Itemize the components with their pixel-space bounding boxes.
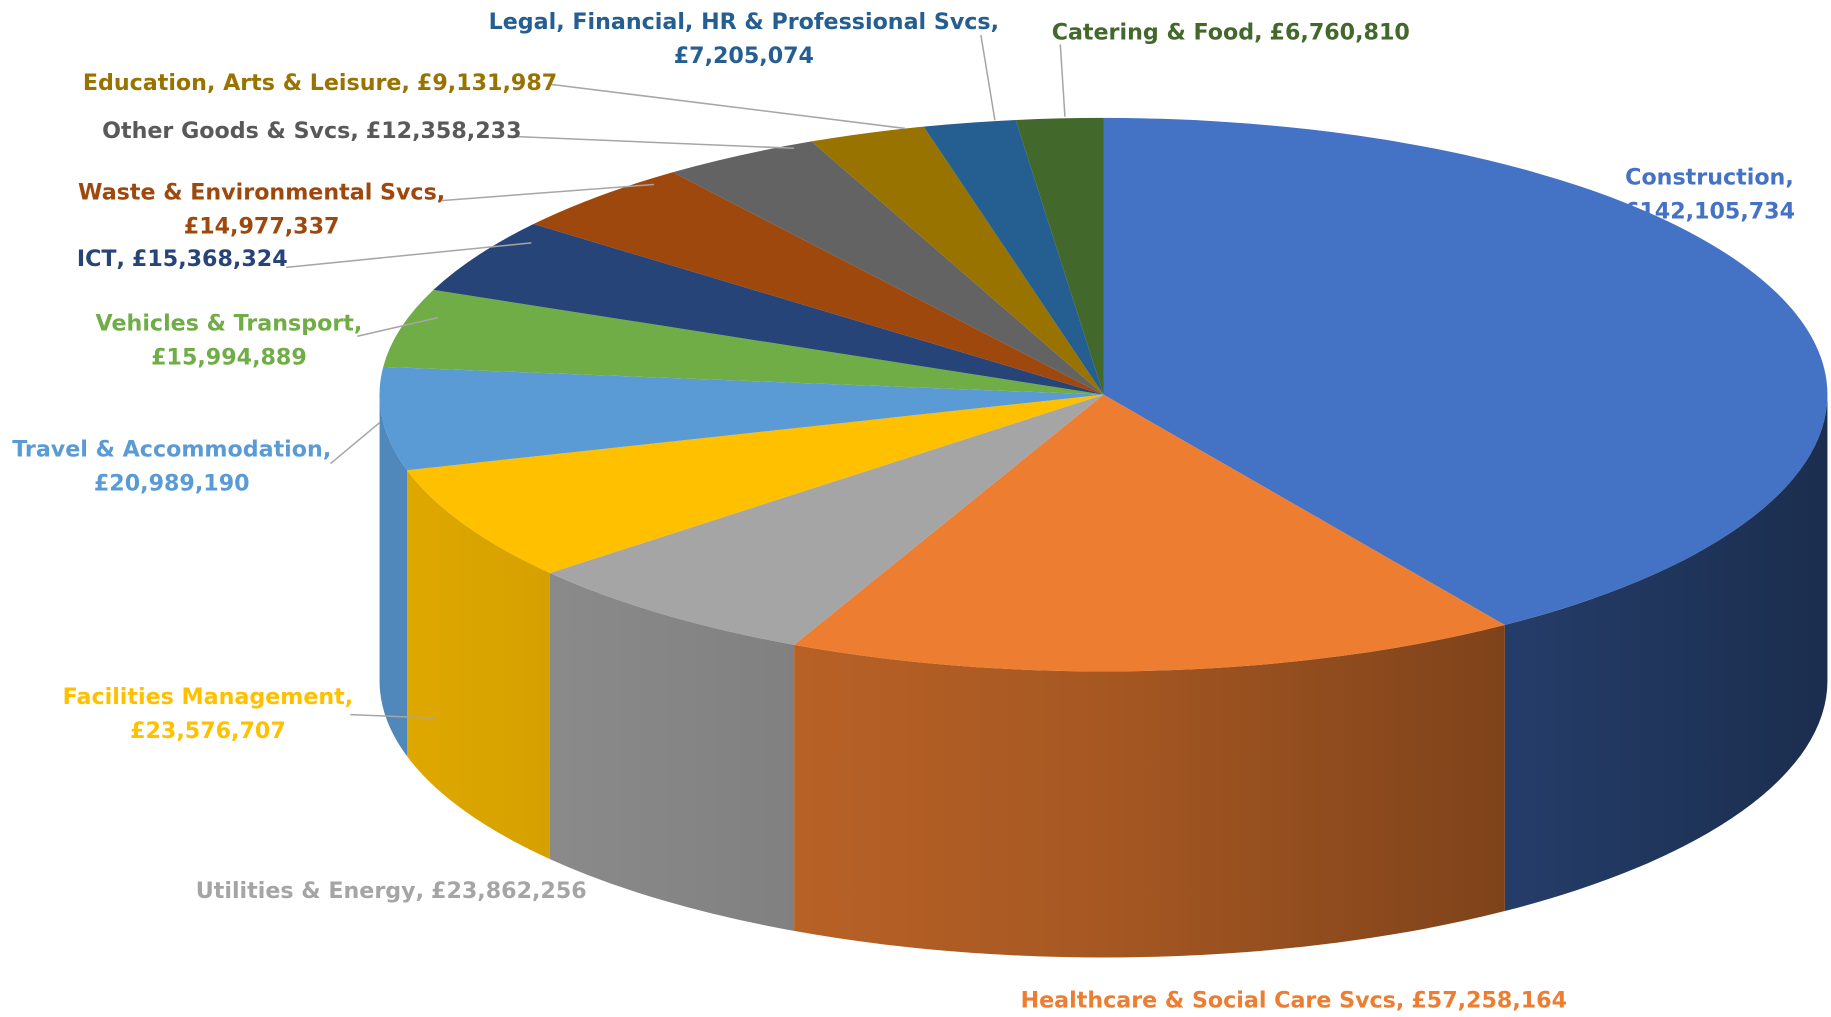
value-label: £23,862,256 [431, 877, 587, 903]
separator: , [116, 246, 124, 272]
data-label: Healthcare & Social Care Svcs, £57,258,16… [1021, 987, 1567, 1013]
leader-line [437, 183, 655, 202]
separator: , [1396, 987, 1404, 1013]
category-label: ICT [77, 246, 117, 272]
value-label: £57,258,164 [1411, 987, 1567, 1013]
slice [379, 366, 1104, 471]
slice [1015, 117, 1104, 395]
slice [533, 172, 1104, 395]
category-label: Facilities Management [63, 684, 346, 710]
slice [794, 394, 1505, 672]
separator: , [416, 877, 424, 903]
side-shade [407, 470, 550, 860]
separator: , [354, 310, 362, 336]
value-label: £6,760,810 [1270, 19, 1410, 45]
value-label: £15,994,889 [151, 344, 307, 370]
data-label: Waste & Environmental Svcs, £14,977,337 [78, 179, 445, 239]
leader-line [980, 34, 996, 121]
separator: , [1785, 164, 1793, 190]
category-label: Education, Arts & Leisure [83, 69, 402, 95]
slice [407, 394, 1104, 573]
leader-line [548, 83, 906, 130]
data-label: Travel & Accommodation, £20,989,190 [12, 436, 331, 496]
slice [549, 394, 1104, 645]
slice [923, 119, 1104, 395]
leader-line [357, 316, 439, 338]
data-label: Construction, £142,105,734 [1624, 164, 1795, 224]
category-label: Other Goods & Svcs [102, 117, 350, 143]
leader-line [286, 242, 532, 269]
data-label: Utilities & Energy, £23,862,256 [196, 877, 587, 903]
value-label: £12,358,233 [366, 117, 522, 143]
value-label: £142,105,734 [1624, 198, 1795, 224]
slice [1103, 117, 1828, 625]
slice [433, 224, 1104, 395]
category-label: Utilities & Energy [196, 877, 416, 903]
category-label: Travel & Accommodation [12, 436, 323, 462]
value-label: £9,131,987 [417, 69, 557, 95]
category-label: Healthcare & Social Care Svcs [1021, 987, 1396, 1013]
category-label: Vehicles & Transport [96, 310, 355, 336]
slice [383, 289, 1104, 395]
data-label: Other Goods & Svcs, £12,358,233 [102, 117, 521, 143]
data-label: Vehicles & Transport, £15,994,889 [96, 310, 363, 370]
data-label: Education, Arts & Leisure, £9,131,987 [83, 69, 557, 95]
separator: , [1254, 19, 1262, 45]
leader-line [1059, 44, 1066, 117]
data-label: Facilities Management, £23,576,707 [63, 684, 354, 744]
side-shade [379, 394, 408, 757]
value-label: £20,989,190 [94, 470, 250, 496]
category-label: Waste & Environmental Svcs [78, 179, 437, 205]
slice [811, 126, 1104, 395]
data-label: ICT, £15,368,324 [77, 246, 288, 272]
value-label: £7,205,074 [674, 43, 814, 69]
category-label: Catering & Food [1052, 19, 1254, 45]
separator: , [345, 684, 353, 710]
separator: , [991, 9, 999, 35]
category-label: Legal, Financial, HR & Professional Svcs [489, 9, 991, 35]
separator: , [350, 117, 358, 143]
data-label: Legal, Financial, HR & Professional Svcs… [489, 9, 999, 69]
value-label: £23,576,707 [130, 717, 286, 743]
value-label: £14,977,337 [184, 213, 340, 239]
slice [672, 141, 1104, 395]
leader-line [330, 422, 381, 465]
leader-line [517, 135, 795, 150]
separator: , [437, 179, 445, 205]
separator: , [401, 69, 409, 95]
leader-line [350, 713, 435, 719]
data-label: Catering & Food, £6,760,810 [1052, 19, 1410, 45]
side-shade [794, 624, 1505, 958]
side-shade [549, 572, 795, 931]
side-shade [1504, 394, 1828, 912]
value-label: £15,368,324 [132, 246, 288, 272]
separator: , [323, 436, 331, 462]
category-label: Construction [1625, 164, 1785, 190]
